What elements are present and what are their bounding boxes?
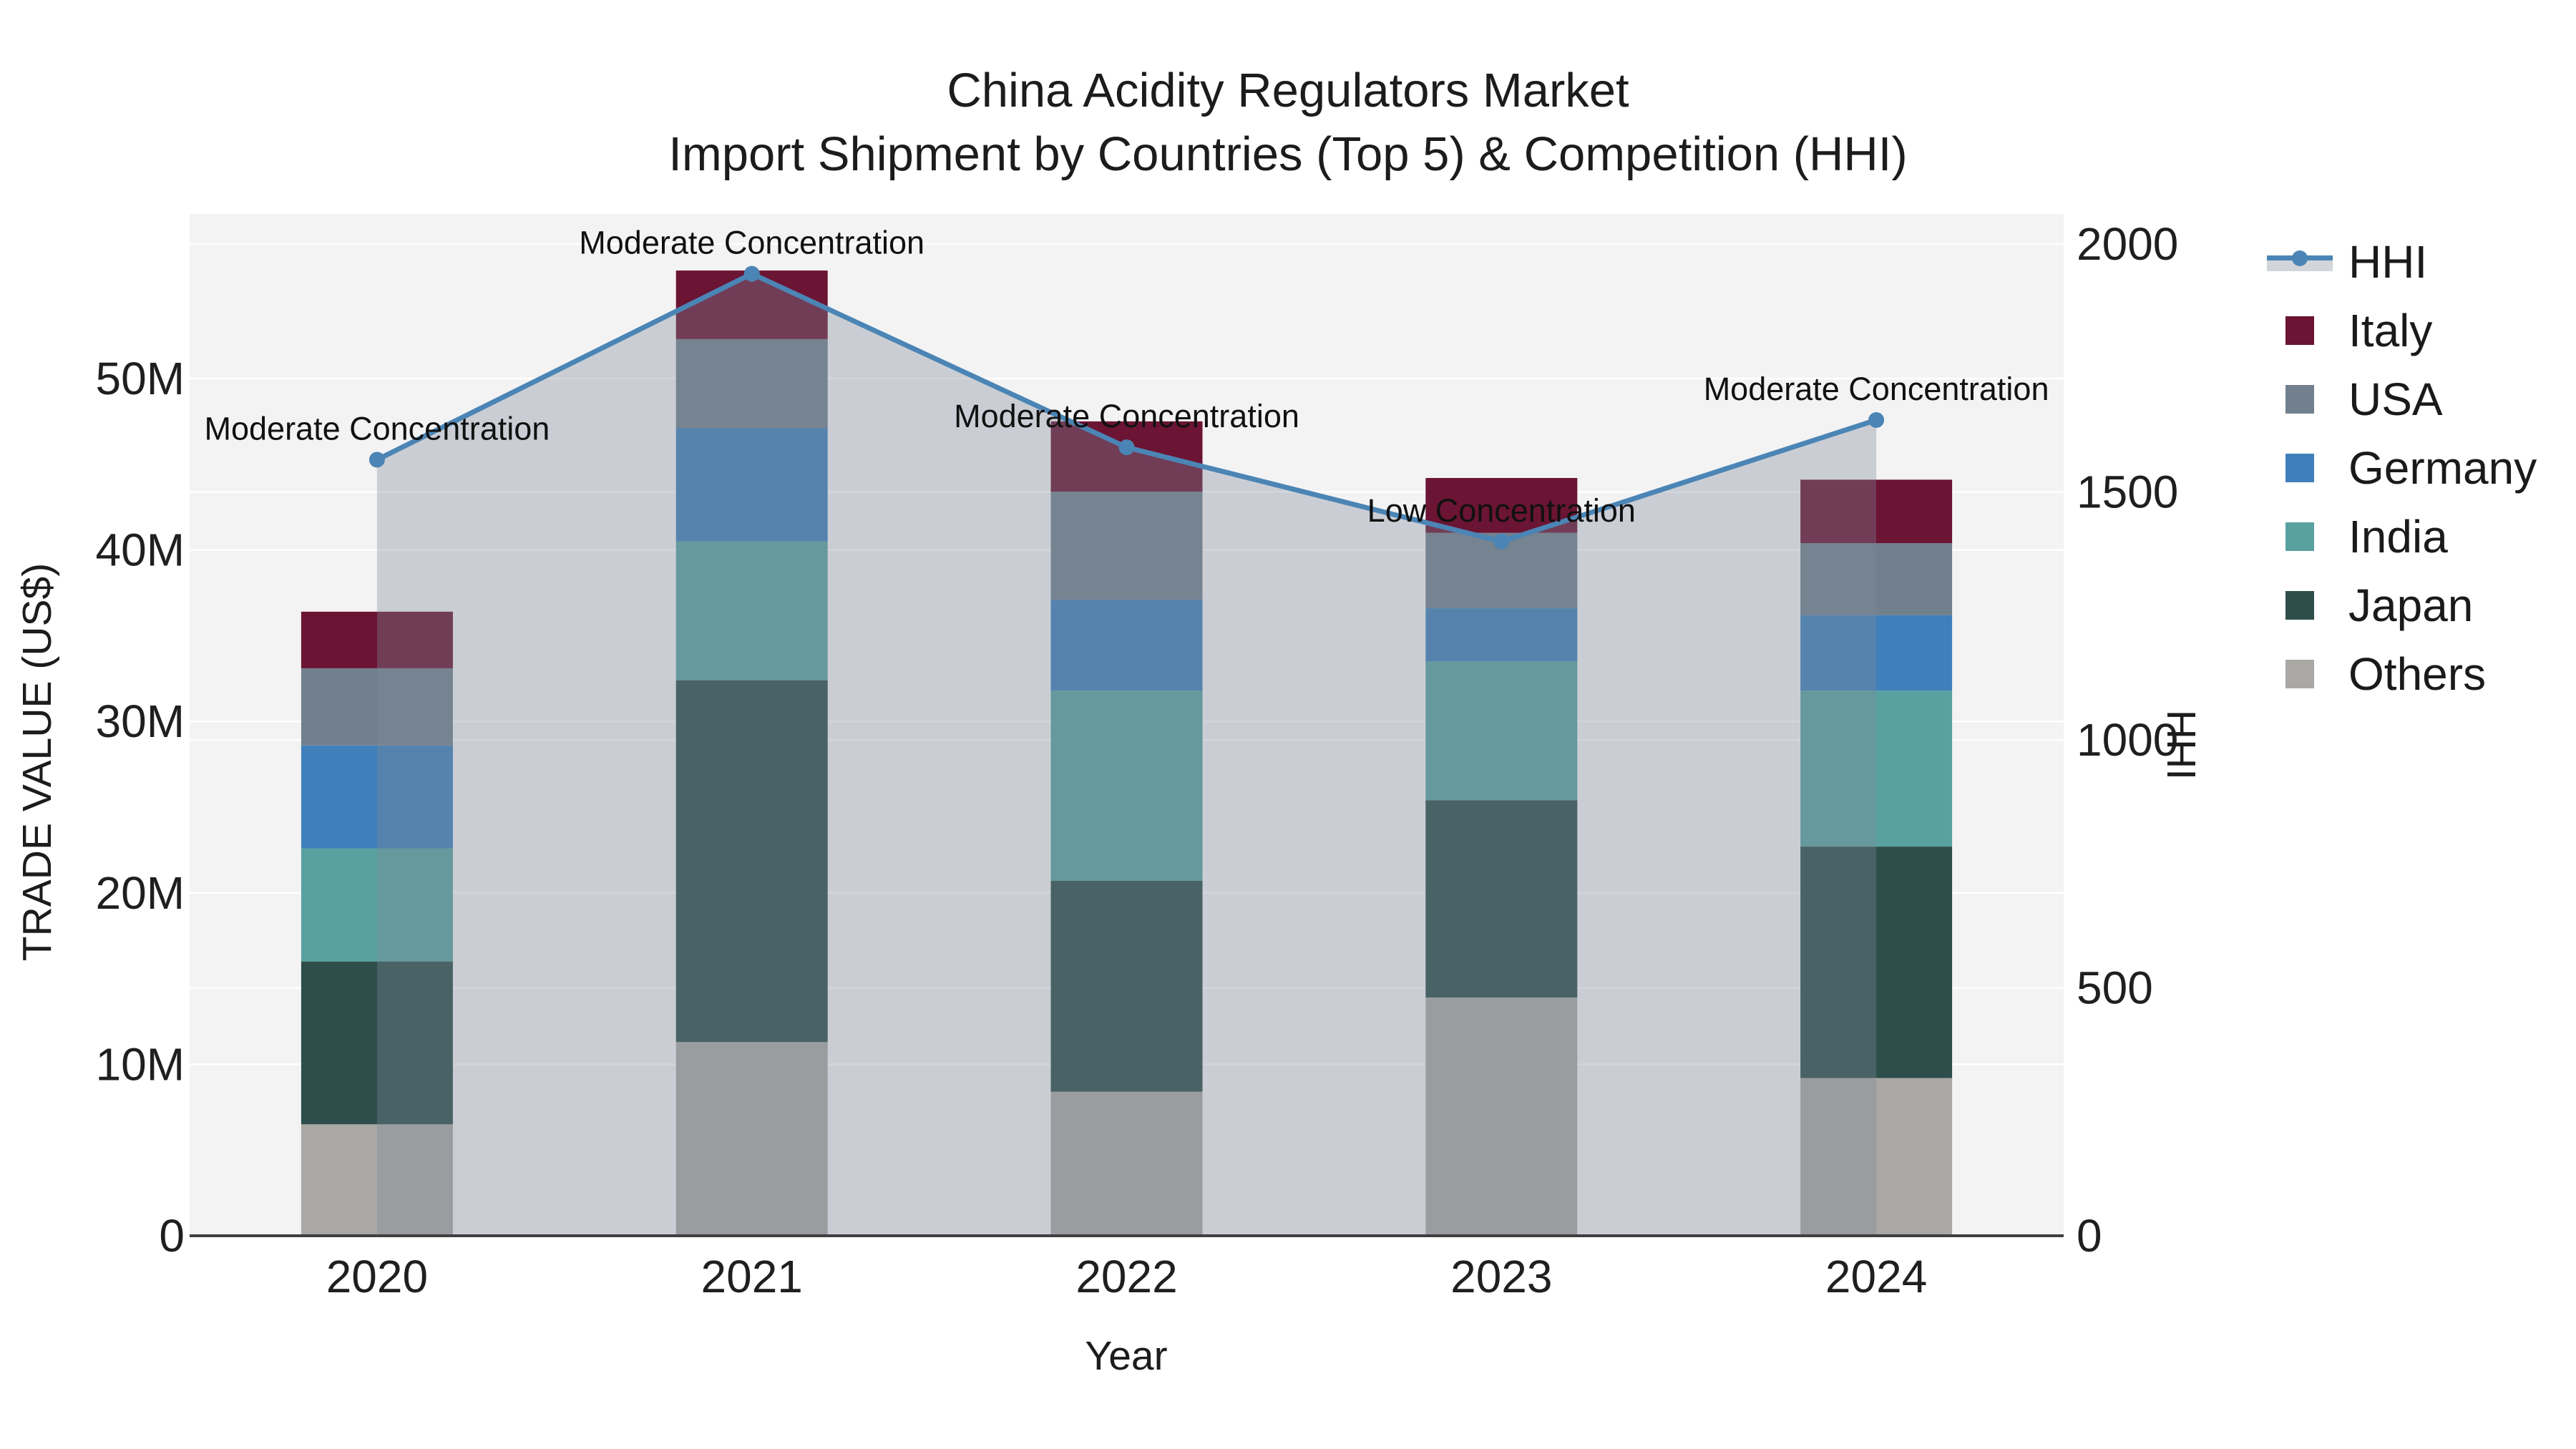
y-right-tick-1500: 1500 — [2077, 467, 2178, 518]
y-left-tick-0: 0 — [159, 1210, 185, 1262]
annotation-2020: Moderate Concentration — [205, 410, 550, 447]
japan-swatch-icon — [2267, 591, 2333, 620]
hhi-marker-2021 — [743, 265, 760, 282]
annotation-2021: Moderate Concentration — [579, 225, 924, 261]
legend-item-japan: Japan — [2267, 571, 2537, 640]
bar-segment-germany-2022 — [1050, 600, 1203, 691]
stacked-bars — [301, 270, 1953, 1236]
legend: HHI Italy USA Germany India Japan Others — [2267, 228, 2537, 708]
germany-swatch-icon — [2267, 454, 2333, 482]
bar-segment-germany-2024 — [1800, 615, 1953, 691]
annotation-2023: Low Concentration — [1367, 492, 1636, 529]
usa-swatch-icon — [2267, 385, 2333, 414]
legend-label-germany: Germany — [2348, 442, 2537, 494]
legend-label-others: Others — [2348, 648, 2487, 700]
legend-item-usa: USA — [2267, 365, 2537, 434]
bar-segment-germany-2023 — [1425, 608, 1578, 662]
x-axis-title: Year — [1085, 1333, 1168, 1379]
bar-segment-others-2021 — [675, 1042, 828, 1236]
x-tick-2023: 2023 — [1450, 1251, 1552, 1302]
x-tick-2024: 2024 — [1825, 1251, 1927, 1302]
chart-title: China Acidity Regulators Market Import S… — [0, 59, 2576, 186]
bar-segment-others-2020 — [301, 1124, 453, 1236]
annotation-2022: Moderate Concentration — [954, 398, 1299, 434]
x-tick-2020: 2020 — [326, 1251, 428, 1302]
hhi-area — [376, 273, 1877, 1236]
bar-segment-japan-2021 — [675, 680, 828, 1043]
chart-title-line2: Import Shipment by Countries (Top 5) & C… — [668, 127, 1908, 181]
bar-segment-others-2024 — [1800, 1078, 1953, 1236]
bar-segment-germany-2020 — [301, 745, 453, 849]
legend-label-usa: USA — [2348, 374, 2443, 425]
y-left-tick-30M: 30M — [96, 696, 185, 747]
bar-segment-others-2023 — [1425, 997, 1578, 1236]
bar-segment-japan-2023 — [1425, 800, 1578, 997]
hhi-marker-2023 — [1493, 533, 1510, 550]
hhi-marker-2022 — [1118, 439, 1135, 456]
annotation-2024: Moderate Concentration — [1704, 371, 2049, 407]
hhi-marker-2024 — [1868, 412, 1885, 429]
x-tick-2021: 2021 — [701, 1251, 803, 1302]
hhi-marker-2020 — [369, 452, 385, 468]
y-left-tick-20M: 20M — [96, 867, 185, 919]
bar-segment-germany-2021 — [675, 428, 828, 542]
bar-segment-india-2022 — [1050, 691, 1203, 882]
bar-segment-usa-2020 — [301, 668, 453, 746]
italy-swatch-icon — [2267, 316, 2333, 345]
legend-label-india: India — [2348, 511, 2448, 562]
bar-segment-usa-2022 — [1050, 492, 1203, 600]
y-right-tick-0: 0 — [2077, 1210, 2102, 1262]
y-axis-title-right: HHI — [2158, 709, 2204, 781]
legend-item-hhi: HHI — [2267, 228, 2537, 296]
legend-item-germany: Germany — [2267, 434, 2537, 502]
bar-segment-usa-2024 — [1800, 543, 1953, 615]
bar-segment-india-2023 — [1425, 661, 1578, 801]
bar-segment-italy-2020 — [301, 611, 453, 668]
legend-item-italy: Italy — [2267, 296, 2537, 365]
y-left-tick-50M: 50M — [96, 353, 185, 404]
y-left-tick-10M: 10M — [96, 1038, 185, 1090]
x-tick-2022: 2022 — [1075, 1251, 1177, 1302]
legend-item-india: India — [2267, 502, 2537, 571]
bar-segment-others-2022 — [1050, 1091, 1203, 1236]
bar-segment-italy-2021 — [675, 270, 828, 339]
bar-segment-italy-2022 — [1050, 421, 1203, 492]
y-left-tick-40M: 40M — [96, 525, 185, 576]
legend-label-japan: Japan — [2348, 580, 2474, 631]
hhi-line-icon — [2267, 250, 2333, 271]
legend-label-hhi: HHI — [2348, 236, 2428, 288]
bar-segment-india-2020 — [301, 848, 453, 962]
y-axis-title-left: TRADE VALUE (US$) — [14, 562, 60, 962]
chart-title-line1: China Acidity Regulators Market — [947, 64, 1629, 117]
bar-segment-japan-2024 — [1800, 847, 1953, 1078]
y-right-tick-2000: 2000 — [2077, 218, 2178, 270]
bar-segment-italy-2024 — [1800, 479, 1953, 544]
others-swatch-icon — [2267, 660, 2333, 688]
y-right-tick-1000: 1000 — [2077, 714, 2178, 766]
bar-segment-india-2024 — [1800, 691, 1953, 847]
bar-segment-japan-2020 — [301, 961, 453, 1125]
legend-label-italy: Italy — [2348, 305, 2433, 356]
india-swatch-icon — [2267, 522, 2333, 551]
tick-labels: 0 10M 20M 30M 40M 50M 0 500 1000 1500 2000 2020 2021… — [96, 218, 2179, 1302]
bar-segment-india-2021 — [675, 541, 828, 680]
bar-segment-usa-2021 — [675, 338, 828, 429]
bar-segment-japan-2022 — [1050, 881, 1203, 1092]
legend-item-others: Others — [2267, 640, 2537, 708]
y-right-tick-500: 500 — [2077, 962, 2153, 1014]
